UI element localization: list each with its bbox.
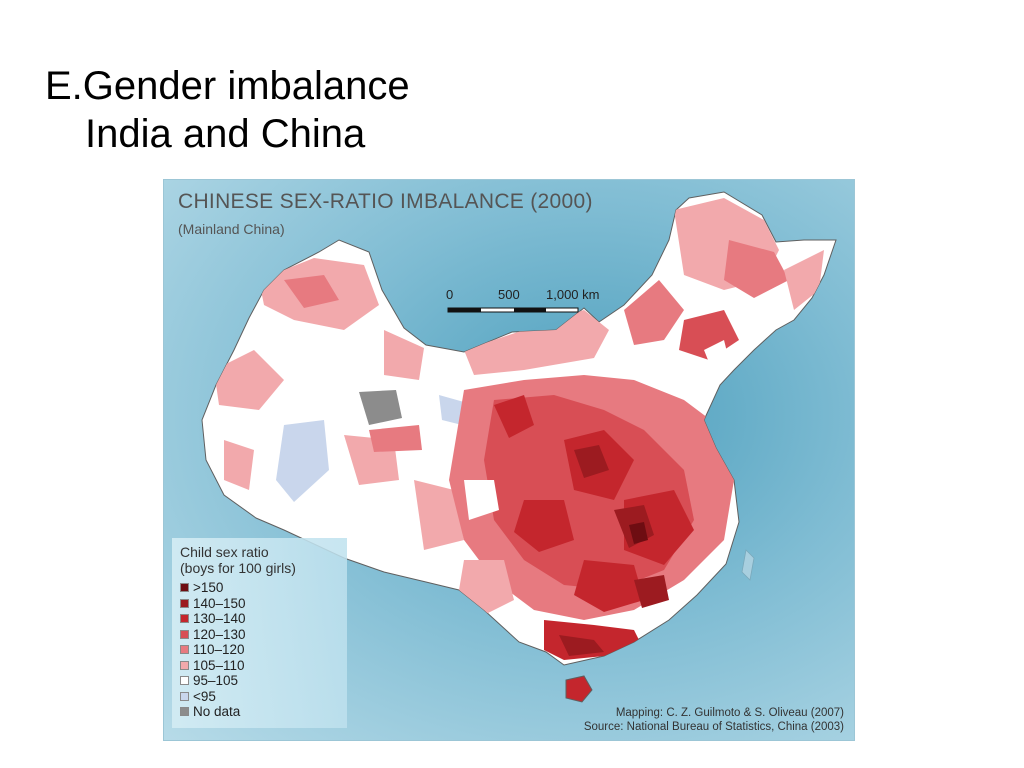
legend-swatch: [180, 691, 189, 701]
credits-source: Source: National Bureau of Statistics, C…: [583, 721, 844, 733]
legend-swatch: [180, 707, 189, 717]
legend-items: >150 140–150 130–140 120–130 110–120 105…: [180, 580, 339, 720]
map-graphic: [201, 191, 837, 703]
legend-item: 110–120: [180, 642, 339, 658]
scale-bar-labels: 0 500 1,000 km: [446, 287, 626, 305]
slide-title: E.Gender imbalance India and China: [45, 62, 410, 158]
legend-item: No data: [180, 704, 339, 720]
legend-item: >150: [180, 580, 339, 596]
scale-label-0: 0: [446, 287, 454, 302]
china-sex-ratio-map: CHINESE SEX-RATIO IMBALANCE (2000) (Main…: [163, 179, 855, 741]
map-subtitle: (Mainland China): [178, 221, 285, 237]
map-legend: Child sex ratio (boys for 100 girls) >15…: [172, 538, 347, 728]
legend-item: 95–105: [180, 673, 339, 689]
slide-title-line-2: India and China: [85, 112, 366, 156]
legend-item: 105–110: [180, 658, 339, 674]
scale-label-1000: 1,000 km: [546, 287, 600, 302]
legend-swatch: [180, 660, 189, 670]
legend-swatch: [180, 598, 189, 608]
legend-label: 140–150: [193, 595, 246, 611]
legend-item: <95: [180, 689, 339, 705]
legend-item: 120–130: [180, 627, 339, 643]
legend-swatch: [180, 676, 189, 686]
legend-item: 140–150: [180, 596, 339, 612]
legend-label: 120–130: [193, 626, 246, 642]
legend-label: 130–140: [193, 611, 246, 627]
legend-swatch: [180, 645, 189, 655]
credits-mapping: Mapping: C. Z. Guilmoto & S. Oliveau (20…: [615, 707, 844, 719]
legend-label: 105–110: [193, 657, 245, 673]
legend-label: <95: [193, 688, 216, 704]
legend-item: 130–140: [180, 611, 339, 627]
legend-swatch: [180, 614, 189, 624]
legend-label: 95–105: [193, 673, 239, 689]
legend-swatch: [180, 629, 189, 639]
slide-title-line-1: E.Gender imbalance: [45, 64, 410, 108]
scale-label-500: 500: [498, 287, 520, 302]
legend-label: >150: [193, 580, 224, 596]
legend-label: 110–120: [193, 642, 245, 658]
legend-title: Child sex ratio: [180, 544, 269, 560]
legend-label: No data: [193, 704, 241, 720]
map-title: CHINESE SEX-RATIO IMBALANCE (2000): [178, 190, 593, 213]
map-credits: Mapping: C. Z. Guilmoto & S. Oliveau (20…: [584, 706, 844, 734]
legend-swatch: [180, 583, 189, 593]
taiwan-island: [741, 549, 755, 581]
hainan-island: [565, 675, 593, 703]
legend-subtitle: (boys for 100 girls): [180, 560, 296, 576]
scale-bar: [447, 307, 579, 313]
